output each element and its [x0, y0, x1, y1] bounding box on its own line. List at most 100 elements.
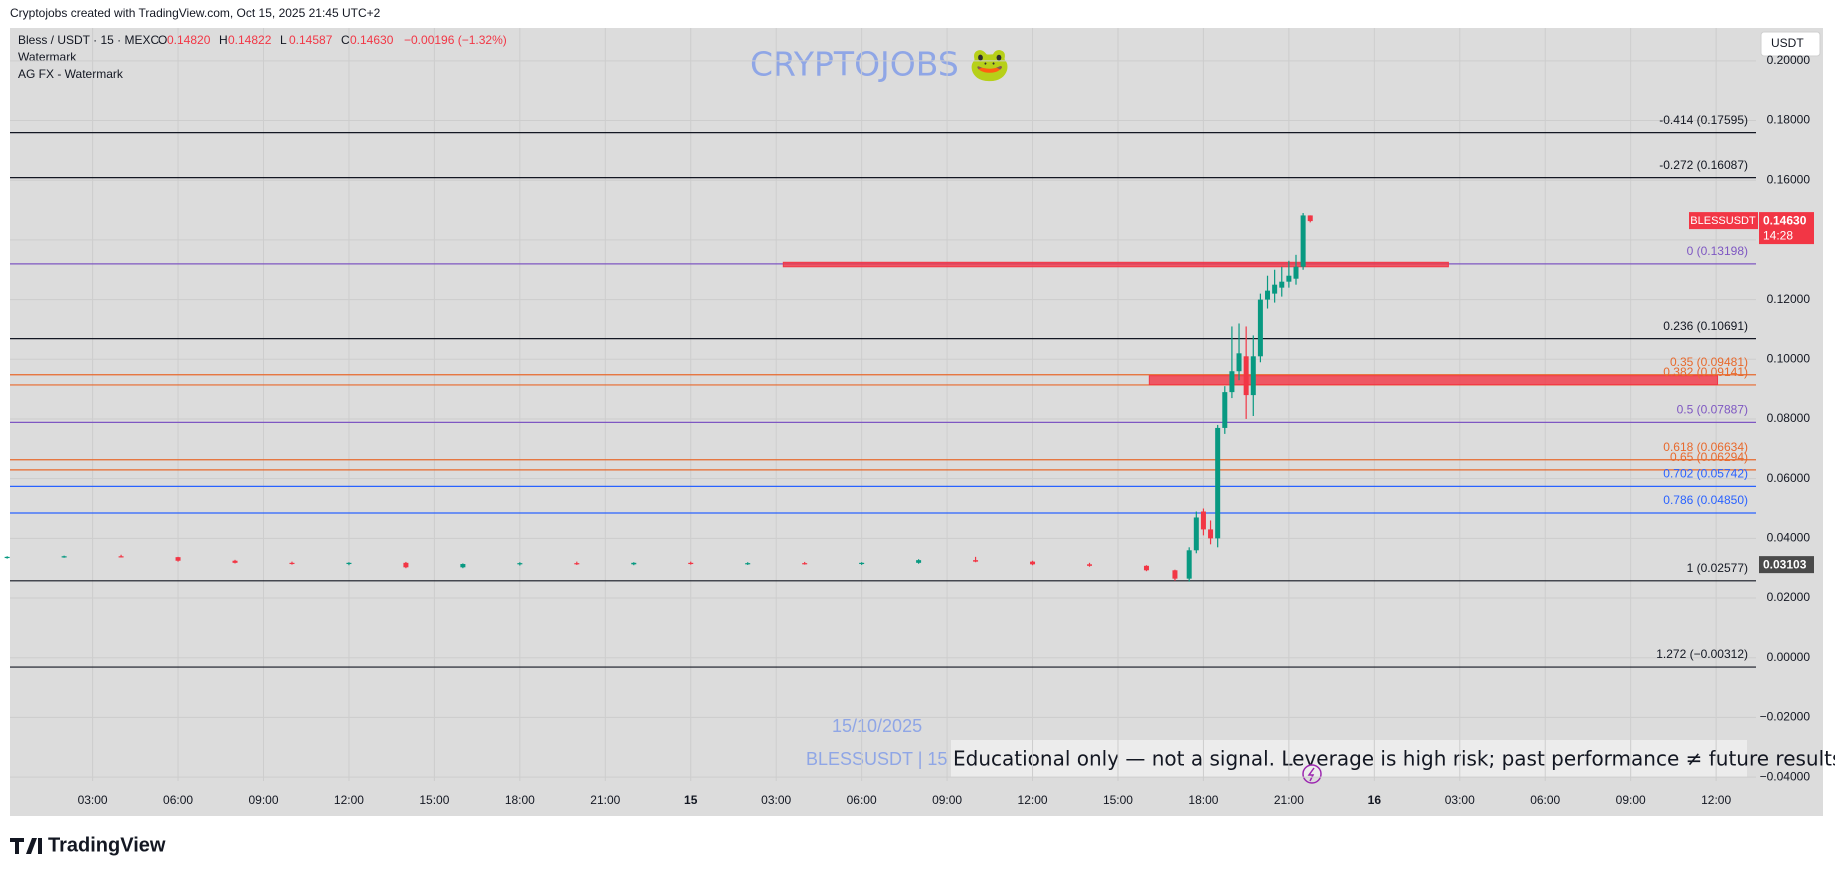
fib-label: 1 (0.02577): [1687, 561, 1748, 575]
symbol: Bless / USDT · 15 · MEXC: [18, 33, 159, 47]
candle-body: [802, 563, 808, 565]
candle-body: [688, 562, 694, 565]
x-tick-label: 15:00: [419, 793, 449, 807]
x-tick-label: 06:00: [847, 793, 877, 807]
alert-icon[interactable]: [1302, 764, 1322, 784]
x-tick-label: 18:00: [505, 793, 535, 807]
price-tag-name: BLESSUSDT: [1690, 215, 1756, 227]
candle-body: [1087, 564, 1093, 566]
ohlc-value: 0.14587: [289, 33, 333, 47]
fib-label: 0.618 (0.06634): [1663, 440, 1748, 454]
candle-body: [1250, 356, 1256, 396]
candle-body: [1143, 565, 1149, 571]
fib-label: 0 (0.13198): [1687, 244, 1748, 258]
ohlc-value: 0.14822: [228, 33, 272, 47]
fib-label: 0.5 (0.07887): [1677, 403, 1748, 417]
x-tick-label: 16: [1368, 793, 1382, 807]
candle-body: [1293, 266, 1299, 279]
candle-body: [1222, 392, 1228, 428]
candle-body: [61, 556, 67, 558]
candle-body: [346, 562, 352, 565]
disclaimer-box: [951, 740, 1747, 777]
candle-body: [1307, 215, 1313, 222]
ohlc-key: C: [341, 33, 350, 47]
candle-body: [1286, 275, 1292, 282]
candle-body: [859, 562, 865, 565]
fib-label: -0.414 (0.17595): [1659, 113, 1748, 127]
y-tick-label: −0.02000: [1760, 710, 1811, 724]
candle-body: [1272, 284, 1278, 294]
candle-body: [1229, 371, 1235, 393]
price-tag-name-box: [1689, 212, 1758, 230]
y-tick-label: 0.02000: [1767, 590, 1811, 604]
plot-area: [4, 28, 1756, 781]
y-tick-label: −0.04000: [1760, 769, 1811, 783]
watermark-date: 15/10/2025: [832, 716, 922, 736]
fib-label: 0.786 (0.04850): [1663, 493, 1748, 507]
fib-label: 1.272 (−0.00312): [1656, 647, 1748, 661]
disclaimer: Educational only — not a signal. Leverag…: [953, 747, 1835, 771]
candle-body: [175, 557, 181, 561]
fib-label: 0.382 (0.09141): [1663, 365, 1748, 379]
fib-label: 0.236 (0.10691): [1663, 319, 1748, 333]
price-tag-timer: 14:28: [1763, 228, 1793, 242]
candle-body: [631, 562, 637, 565]
x-tick-label: 06:00: [1530, 793, 1560, 807]
candle-body: [4, 556, 10, 559]
candle-body: [916, 560, 922, 563]
x-tick-label: 21:00: [1274, 793, 1304, 807]
y-tick-label: 0.06000: [1767, 471, 1811, 485]
candle-body: [1265, 290, 1271, 300]
candle-body: [973, 560, 979, 562]
candle-body: [403, 562, 409, 568]
x-tick-label: 15:00: [1103, 793, 1133, 807]
y-tick-label: 0.12000: [1767, 292, 1811, 306]
candle-body: [1030, 561, 1036, 565]
price-tag-label: 0.14630: [1763, 213, 1807, 227]
watermark-symbol: BLESSUSDT | 15: [806, 749, 947, 769]
alert-icon-bolt: [1307, 767, 1315, 782]
currency-button[interactable]: [1760, 31, 1821, 57]
candle-body: [460, 564, 466, 568]
candle-body: [1243, 356, 1249, 396]
fib-label: -0.272 (0.16087): [1659, 158, 1748, 172]
candle-body: [1215, 427, 1221, 539]
candle-body: [1193, 517, 1199, 551]
x-tick-label: 06:00: [163, 793, 193, 807]
fib-label: 0.65 (0.06294): [1670, 450, 1748, 464]
ohlc-value: 0.14820: [167, 33, 211, 47]
x-tick-label: 12:00: [1701, 793, 1731, 807]
candle-body: [517, 563, 523, 565]
candle-body: [289, 562, 295, 565]
y-tick-label: 0.04000: [1767, 531, 1811, 545]
logo: TradingView: [48, 834, 166, 856]
candle-body: [1257, 299, 1263, 357]
y-tick-label: 0.10000: [1767, 351, 1811, 365]
x-tick-label: 21:00: [590, 793, 620, 807]
x-tick-label: 03:00: [78, 793, 108, 807]
zone: [782, 261, 1449, 268]
change: −0.00196 (−1.32%): [404, 33, 507, 47]
candle-body: [1172, 570, 1178, 579]
header: Cryptojobs created with TradingView.com,…: [10, 6, 381, 20]
fib-label: 0.702 (0.05742): [1663, 467, 1748, 481]
y-tick-label: 0.18000: [1767, 113, 1811, 127]
y-tick-label: 0.08000: [1767, 411, 1811, 425]
x-tick-label: 18:00: [1188, 793, 1218, 807]
currency[interactable]: USDT: [1771, 36, 1804, 50]
candle-body: [1208, 529, 1214, 539]
x-tick-label: 09:00: [248, 793, 278, 807]
x-tick-label: 03:00: [761, 793, 791, 807]
indicator: AG FX - Watermark: [18, 67, 124, 81]
candle-body: [1186, 550, 1192, 579]
candle-body: [574, 563, 580, 565]
candle-body: [232, 560, 238, 563]
logo-mark: [10, 838, 42, 854]
price-tag-label: 0.03103: [1763, 557, 1807, 571]
ohlc-key: L: [280, 33, 287, 47]
candle-body: [1300, 215, 1306, 267]
candle-body: [1279, 281, 1285, 288]
candle-body: [1200, 511, 1206, 530]
